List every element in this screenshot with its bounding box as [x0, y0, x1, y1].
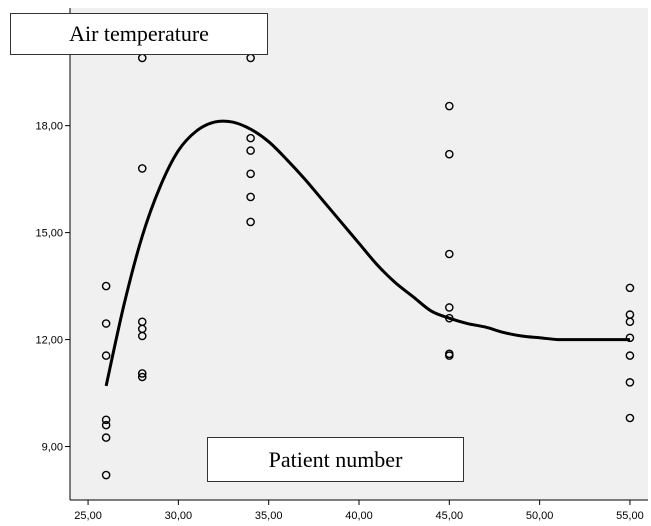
x-tick-label: 40,00	[345, 510, 373, 522]
x-axis-label: Patient number	[207, 437, 464, 482]
x-tick-label: 55,00	[616, 510, 644, 522]
x-tick-label: 25,00	[74, 510, 102, 522]
y-tick-label: 12,00	[35, 335, 63, 347]
y-axis-label: Air temperature	[10, 13, 268, 55]
y-tick-label: 18,00	[35, 121, 63, 133]
x-tick-label: 30,00	[165, 510, 193, 522]
plot-area	[70, 8, 648, 500]
y-tick-label: 9,00	[42, 442, 63, 454]
x-tick-label: 45,00	[436, 510, 464, 522]
x-tick-label: 50,00	[526, 510, 554, 522]
x-tick-label: 35,00	[255, 510, 283, 522]
y-tick-label: 15,00	[35, 228, 63, 240]
